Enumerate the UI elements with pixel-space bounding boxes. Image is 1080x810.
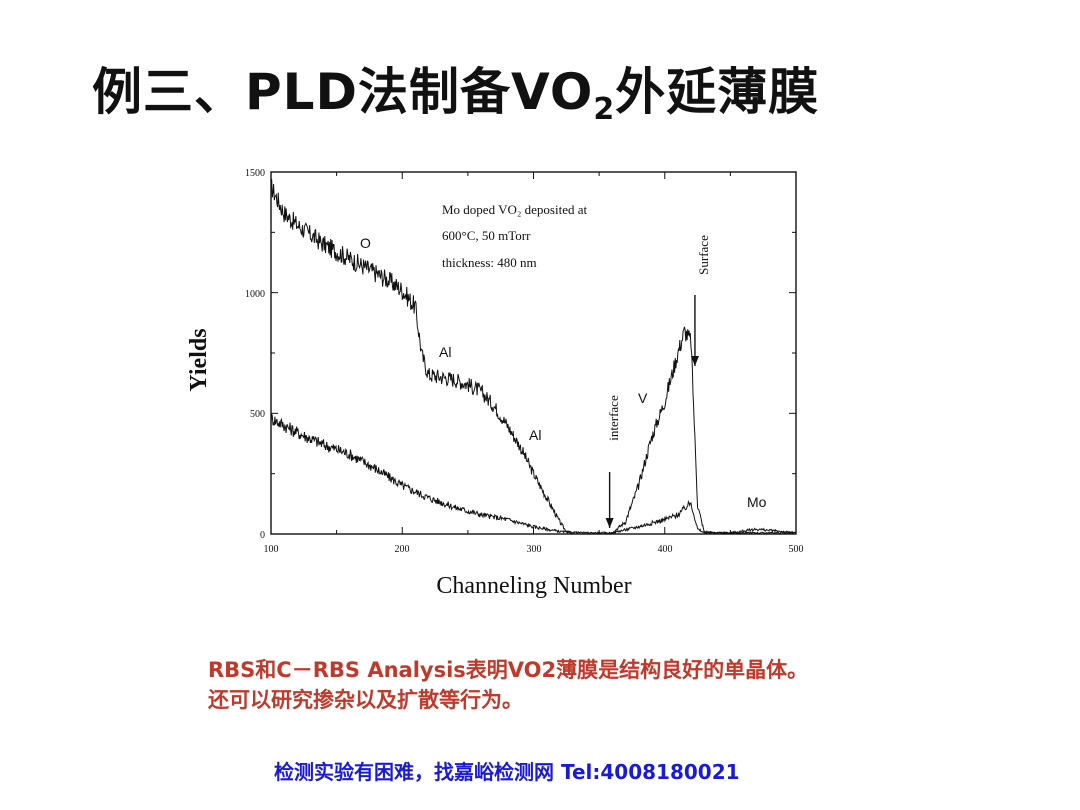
x-tick-label: 100 <box>264 544 279 555</box>
surface-label: Surface <box>696 235 711 275</box>
series-line <box>270 413 797 535</box>
caption-line-1: RBS和C－RBS Analysis表明VO2薄膜是结构良好的单晶体。 <box>208 658 809 682</box>
series-line <box>270 178 797 535</box>
curve-label-mo: Mo <box>747 494 767 510</box>
annotation-line: Mo doped VO₂ deposited at <box>442 202 587 217</box>
y-tick-label: 500 <box>250 409 265 420</box>
annotation-block: Mo doped VO₂ deposited at 600°C, 50 mTor… <box>442 202 587 270</box>
curve-label-al-upper: Al <box>439 344 451 360</box>
y-tick-label: 1000 <box>245 289 265 300</box>
x-tick-labels: 100 200 300 400 500 <box>264 544 804 555</box>
series-group <box>270 178 797 535</box>
rbs-chart: 100 200 300 400 500 0 500 1000 1500 Chan… <box>186 168 804 599</box>
surface-arrow-head <box>690 356 699 366</box>
slide-title: 例三、PLD法制备VO2外延薄膜 <box>92 52 819 127</box>
y-tick-label: 1500 <box>245 168 265 179</box>
rbs-figure: 100 200 300 400 500 0 500 1000 1500 Chan… <box>176 160 812 612</box>
caption-line-2: 还可以研究掺杂以及扩散等行为。 <box>208 688 523 712</box>
plot-frame <box>270 171 797 535</box>
footer-contact: 检测实验有困难，找嘉峪检测网 Tel:4008180021 <box>274 760 740 784</box>
interface-arrow-head <box>605 518 614 528</box>
arrows <box>605 295 699 528</box>
y-tick-label: 0 <box>260 530 265 541</box>
x-tick-label: 400 <box>658 544 673 555</box>
annotation-line: thickness: 480 nm <box>442 255 537 270</box>
title-tail: 外延薄膜 <box>615 63 820 121</box>
annotation-line: 600°C, 50 mTorr <box>442 228 531 243</box>
y-tick-labels: 0 500 1000 1500 <box>245 168 265 541</box>
x-tick-label: 500 <box>789 544 804 555</box>
x-axis-title: Channeling Number <box>436 573 631 599</box>
title-subscript: 2 <box>593 92 616 127</box>
curve-label-o: O <box>360 235 371 251</box>
curve-label-al-lower: Al <box>529 427 541 443</box>
x-tick-label: 300 <box>527 544 542 555</box>
x-tick-label: 200 <box>395 544 410 555</box>
title-main: 例三、PLD法制备VO <box>92 63 594 121</box>
interface-label: interface <box>606 395 621 441</box>
curve-label-v: V <box>638 390 648 406</box>
axis-ticks <box>270 171 797 535</box>
caption-block: RBS和C－RBS Analysis表明VO2薄膜是结构良好的单晶体。 还可以研… <box>208 655 808 715</box>
y-axis-title: Yields <box>186 328 212 391</box>
